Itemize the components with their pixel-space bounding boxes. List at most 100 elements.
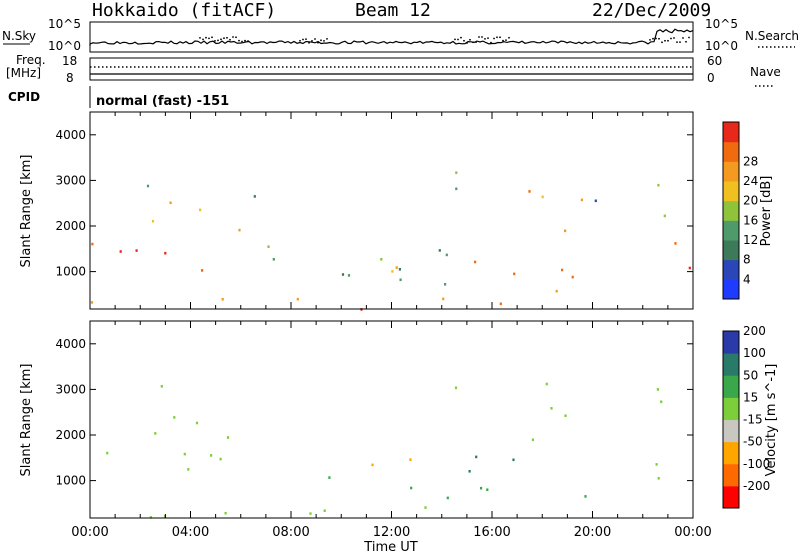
range-cell — [201, 269, 204, 272]
nsearch-dot — [499, 36, 501, 39]
colorbar-swatch — [723, 141, 739, 162]
freq-tick-top: 18 — [62, 54, 77, 68]
colorbar-tick-label: 8 — [743, 253, 751, 267]
nsearch-dot — [661, 41, 663, 44]
nsearch-dot — [244, 39, 246, 42]
colorbar-swatch — [723, 485, 739, 509]
nsearch-dot — [247, 40, 249, 42]
nsky-tick-bottom-right: 10^0 — [705, 39, 738, 53]
colorbar-tick-label: 4 — [743, 272, 751, 286]
nsearch-dot — [664, 39, 666, 42]
range-cell — [183, 452, 186, 456]
cpid-label: CPID — [8, 90, 40, 104]
nsearch-dot — [226, 36, 228, 39]
range-cell — [424, 506, 427, 509]
range-cell — [571, 275, 574, 279]
nsearch-dot — [502, 39, 504, 42]
nsearch-dot — [223, 37, 225, 40]
nsearch-dot — [457, 38, 459, 41]
range-cell — [106, 451, 109, 455]
range-cell — [444, 283, 447, 286]
y-tick-label: 4000 — [55, 128, 86, 142]
nsearch-dot — [685, 40, 687, 43]
range-cell — [674, 242, 677, 245]
nsearch-dot — [505, 39, 507, 41]
nsearch-dot — [676, 41, 678, 43]
nsearch-dot — [241, 40, 243, 43]
nsearch-dot — [220, 38, 222, 41]
range-cell — [90, 301, 94, 304]
freq-tick-bottom: 8 — [66, 71, 74, 85]
range-cell — [399, 278, 402, 282]
range-cell — [164, 251, 167, 255]
range-cell — [210, 454, 213, 457]
colorbar-swatch — [723, 463, 739, 487]
range-cell — [656, 388, 659, 391]
nsearch-dot — [670, 37, 672, 40]
colorbar-tick-label: 15 — [743, 390, 758, 404]
nsky-trace — [89, 28, 694, 46]
nsearch-dot — [679, 41, 681, 43]
nsearch-dot — [481, 36, 483, 38]
nsearch-dot — [305, 38, 307, 40]
power-ylabel: Slant Range [km] — [19, 155, 34, 268]
range-cell — [91, 242, 94, 246]
range-cell — [238, 228, 241, 232]
range-cell — [580, 198, 583, 202]
y-tick-label: 2000 — [55, 428, 86, 442]
range-cell — [135, 249, 138, 252]
nsearch-label: N.Search — [745, 29, 799, 43]
range-cell — [663, 214, 666, 218]
nsearch-dot — [688, 36, 690, 39]
colorbar-swatch — [723, 331, 739, 354]
range-cell — [409, 458, 412, 461]
nsearch-dot — [311, 40, 313, 42]
nsearch-dot — [484, 38, 486, 40]
nsky-strip: N.Sky 10^5 10^0 10^5 10^0 N.Search — [2, 17, 799, 53]
nsearch-dot — [323, 40, 325, 42]
colorbar-swatch — [723, 220, 739, 241]
y-tick-label: 2000 — [55, 219, 86, 233]
colorbar-tick-label: 100 — [743, 346, 766, 360]
range-cell — [531, 438, 534, 442]
velocity-ylabel: Slant Range [km] — [19, 364, 34, 477]
nsearch-dot — [326, 38, 328, 40]
range-cell — [169, 201, 172, 205]
range-cell — [561, 268, 564, 272]
range-cell — [347, 274, 351, 277]
range-cell — [395, 266, 398, 269]
y-tick-label: 1000 — [55, 474, 86, 488]
range-cell — [253, 195, 256, 198]
nsearch-dot — [655, 37, 657, 40]
range-cell — [398, 268, 401, 271]
colorbar-swatch — [723, 441, 739, 465]
nsearch-dot — [652, 37, 654, 40]
range-cell — [442, 297, 445, 301]
colorbar-tick-label: 200 — [743, 324, 766, 338]
velocity-cells — [106, 382, 663, 519]
colorbar-swatch — [723, 161, 739, 182]
range-cell — [584, 495, 587, 498]
nsearch-dot — [202, 38, 204, 41]
nsearch-dot — [214, 40, 216, 42]
velocity-x-ticks: 00:00 04:00 08:00 12:00 16:00 20:00 00:00 — [71, 525, 711, 540]
range-cell — [146, 184, 150, 188]
range-cell — [474, 260, 477, 264]
range-cell — [655, 463, 658, 466]
velocity-y-ticks: 1000 2000 3000 4000 — [55, 321, 694, 518]
range-cell — [555, 289, 558, 293]
range-cell — [219, 457, 222, 461]
colorbar-tick-label: 16 — [743, 213, 758, 227]
nsearch-dot — [314, 38, 316, 40]
range-cell — [221, 298, 224, 301]
y-tick-label: 3000 — [55, 173, 86, 187]
range-cell — [657, 477, 660, 480]
colorbar-tick-label: -100 — [743, 457, 770, 471]
range-cell — [454, 386, 458, 390]
freq-label-2: [MHz] — [6, 66, 41, 80]
range-cell — [341, 273, 345, 276]
colorbar-swatch — [723, 122, 739, 143]
range-cell — [455, 187, 458, 191]
velocity-xlabel: Time UT — [363, 540, 417, 554]
velocity-panel: 1000 2000 3000 4000 00:00 04:00 08:00 12:00 16:… — [19, 320, 779, 554]
